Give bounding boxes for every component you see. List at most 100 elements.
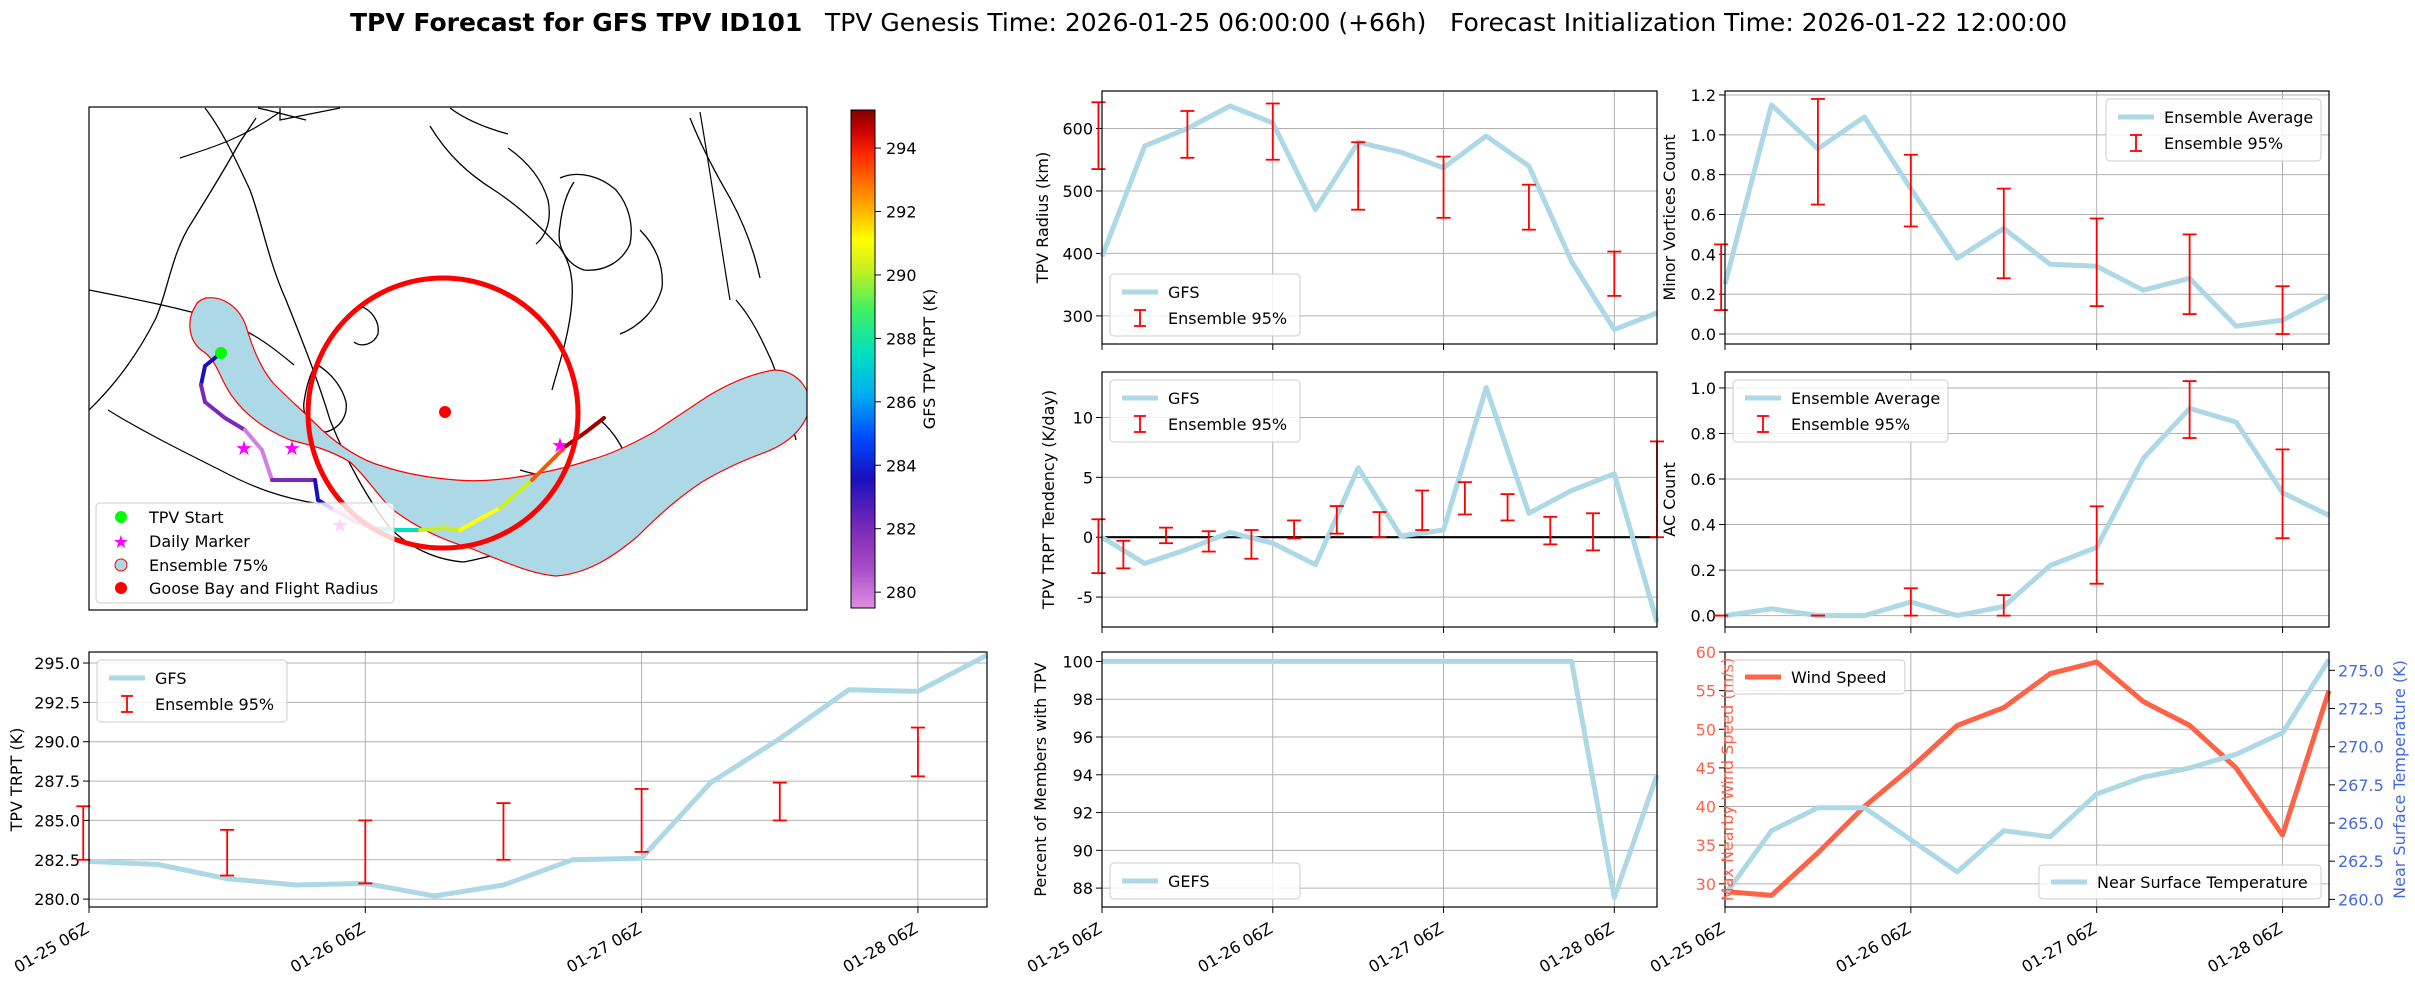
legend-label: Ensemble 95%	[2164, 134, 2283, 153]
legend-goosebay-icon	[115, 582, 127, 594]
legend-box	[2105, 98, 2322, 162]
legend-label: GEFS	[1168, 872, 1210, 891]
errorbar	[1159, 526, 1174, 545]
x-tick-label: 01-28 06Z	[2204, 919, 2285, 977]
legend-label: Ensemble 95%	[1168, 415, 1287, 434]
legend-label: TPV Start	[148, 508, 224, 527]
series-line-wind-speed	[1724, 659, 2332, 898]
y2-axis-label: Near Surface Temperature (K)	[2390, 660, 2409, 899]
series-line-near-surface-temperature	[1722, 658, 2332, 897]
map-panel: ★ ★ ★ ★ TPV Start ★ Daily Marker Ensembl…	[88, 106, 939, 611]
series-line-ensemble-average	[1722, 102, 2331, 329]
y-tick-label: 60	[1696, 643, 1716, 662]
y2-tick-label: 260.0	[2338, 890, 2384, 909]
plot-frame	[1724, 371, 2330, 628]
series-line-gefs	[1102, 658, 1660, 901]
errorbar	[1415, 489, 1430, 531]
chart-panel-trpt: 280.0 282.5 285.0 287.5 290.0 292.5 295.0 01-25…	[7, 651, 989, 977]
errorbar	[2182, 233, 2197, 316]
y-tick-label: 400	[1062, 244, 1093, 263]
y-tick-label: 0.0	[1691, 607, 1716, 626]
errorbar	[1329, 505, 1344, 535]
errorbar	[1180, 110, 1195, 159]
y-tick-label: 50	[1696, 720, 1716, 739]
errorbar	[1091, 101, 1106, 170]
y-tick-label: 92	[1073, 804, 1093, 823]
errorbar	[1714, 243, 1729, 312]
chart-panel-minor: 0.0 0.2 0.4 0.6 0.8 1.0 1.2 Minor Vortices Coun…	[1660, 86, 2331, 350]
plot-frame	[1724, 651, 2330, 908]
legend-label: Daily Marker	[149, 532, 250, 551]
y-tick-label: 0.2	[1691, 285, 1716, 304]
legend-box	[1732, 379, 1949, 443]
errorbar	[1244, 529, 1259, 560]
y-tick-label: 0.8	[1691, 166, 1716, 185]
y-tick-label: 300	[1062, 307, 1093, 326]
errorbar	[1996, 594, 2011, 617]
errorbar	[1996, 187, 2011, 280]
legend-start-icon	[115, 511, 127, 523]
legend-label: Wind Speed	[1791, 668, 1886, 687]
errorbar	[1351, 141, 1366, 211]
x-tick-label: 01-25 06Z	[1024, 919, 1105, 977]
legend-ensemble-icon	[114, 558, 128, 572]
errorbar	[1201, 530, 1216, 553]
x-tick-label: 01-28 06Z	[840, 919, 921, 977]
y-tick-label: 55	[1696, 682, 1716, 701]
errorbar	[1287, 519, 1302, 540]
y-tick-label: 1.2	[1691, 86, 1716, 105]
chart-legend: GEFS	[1109, 862, 1301, 900]
y-tick-label: 94	[1073, 766, 1093, 785]
legend-label: Ensemble 95%	[1168, 309, 1287, 328]
ensemble-75-area	[189, 297, 807, 577]
y-tick-label: 290.0	[34, 733, 80, 752]
figure-title-bold: TPV Forecast for GFS TPV ID101	[350, 8, 802, 37]
plot-frame	[1101, 651, 1658, 908]
y2-tick-label: 275.0	[2338, 661, 2384, 680]
errorbar	[772, 781, 787, 822]
chart-legend: GFS Ensemble 95%	[1109, 273, 1301, 337]
legend-box	[1109, 862, 1301, 900]
legend-label: Ensemble Average	[1791, 389, 1940, 408]
chart-legend: Ensemble Average Ensemble 95%	[1732, 379, 1949, 443]
y-tick-label: 600	[1062, 119, 1093, 138]
init-time: Forecast Initialization Time: 2026-01-22…	[1450, 8, 2067, 37]
y-axis-label: AC Count	[1660, 462, 1679, 536]
y2-tick-label: 267.5	[2338, 776, 2384, 795]
legend-label: Near Surface Temperature	[2097, 873, 2308, 892]
legend-label: Goose Bay and Flight Radius	[149, 579, 378, 598]
errorbar	[2182, 380, 2197, 439]
series-line-gfs	[1100, 385, 1660, 623]
y-tick-label: 5	[1083, 468, 1093, 487]
chart-legend: Near Surface Temperature	[2038, 864, 2322, 900]
series-line-gfs	[88, 652, 989, 899]
x-tick-label: 01-27 06Z	[2018, 919, 2099, 977]
chart-legend: Wind Speed	[1732, 659, 1906, 695]
errorbar	[2089, 505, 2104, 585]
x-tick-label: 01-26 06Z	[1833, 919, 1914, 977]
errorbar	[1372, 511, 1387, 539]
legend-star-icon: ★	[113, 532, 129, 553]
chart-legend: GFS Ensemble 95%	[96, 659, 288, 723]
daily-marker-star: ★	[551, 433, 569, 457]
colorbar-tick-label: 280	[886, 583, 917, 602]
colorbar-tick-label: 294	[886, 139, 917, 158]
errorbar	[220, 828, 235, 877]
y-tick-label: 30	[1696, 875, 1716, 894]
colorbar-gradient	[850, 109, 876, 609]
y-tick-label: 282.5	[34, 851, 80, 870]
y-tick-label: 295.0	[34, 654, 80, 673]
chart-panel-wind: 30 35 40 45 50 55 60 01-25 06Z 01-26 06Z 01-27 06…	[1647, 643, 2409, 977]
legend-box	[1732, 659, 1906, 695]
y-tick-label: 1.0	[1691, 126, 1716, 145]
legend-label: GFS	[1168, 283, 1199, 302]
colorbar-tick-label: 286	[886, 393, 917, 412]
plot-frame	[88, 651, 988, 908]
y-tick-label: 88	[1073, 879, 1093, 898]
errorbar	[634, 788, 649, 853]
flight-radius-circle	[305, 275, 581, 551]
y-tick-label: 0.6	[1691, 206, 1716, 225]
y-axis-label: TPV TRPT (K)	[7, 728, 26, 833]
y-tick-label: -5	[1077, 588, 1093, 607]
y-tick-label: 0.8	[1691, 424, 1716, 443]
